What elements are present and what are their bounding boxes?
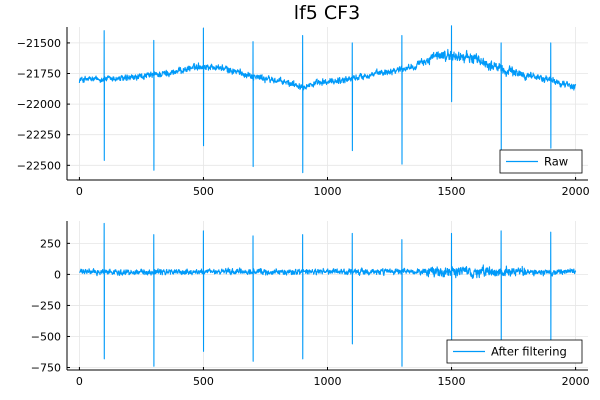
y-tick-label: −500 bbox=[31, 330, 61, 343]
chart-title: lf5 CF3 bbox=[294, 2, 360, 24]
legend-box bbox=[499, 149, 583, 174]
y-tick-label: −22250 bbox=[17, 129, 61, 142]
legend-label: After filtering bbox=[491, 345, 567, 359]
series-line-raw bbox=[78, 25, 577, 174]
legend: Raw bbox=[499, 149, 583, 174]
y-tick-label: −750 bbox=[31, 362, 61, 375]
y-tick-label: −21500 bbox=[17, 37, 61, 50]
x-tick-label: 2000 bbox=[562, 375, 590, 388]
x-tick-label: 2000 bbox=[562, 185, 590, 198]
y-tick-label: −22000 bbox=[17, 98, 61, 111]
x-tick-label: 1500 bbox=[438, 375, 466, 388]
x-tick-label: 0 bbox=[76, 185, 83, 198]
legend-box bbox=[446, 339, 583, 364]
raw-panel: 0 500 1000 1500 2000 −22500 −22250 −22000 −21750… bbox=[17, 25, 590, 198]
x-tick-label: 0 bbox=[76, 375, 83, 388]
legend-label: Raw bbox=[544, 155, 568, 169]
x-tick-label: 500 bbox=[193, 185, 214, 198]
x-tick-label: 1000 bbox=[314, 185, 342, 198]
y-tick-label: 0 bbox=[54, 268, 61, 281]
y-tick-label: 250 bbox=[40, 237, 61, 250]
y-tick-label: −21750 bbox=[17, 68, 61, 81]
x-tick-label: 1500 bbox=[438, 185, 466, 198]
legend: After filtering bbox=[446, 339, 583, 364]
y-tick-label: −250 bbox=[31, 299, 61, 312]
y-tick-label: −22500 bbox=[17, 159, 61, 172]
x-tick-label: 1000 bbox=[314, 375, 342, 388]
x-tick-label: 500 bbox=[193, 375, 214, 388]
series-line-after-filtering bbox=[78, 222, 577, 367]
filtered-panel: 0 500 1000 1500 2000 −750 −500 −250 0 250 After fi… bbox=[31, 221, 590, 388]
